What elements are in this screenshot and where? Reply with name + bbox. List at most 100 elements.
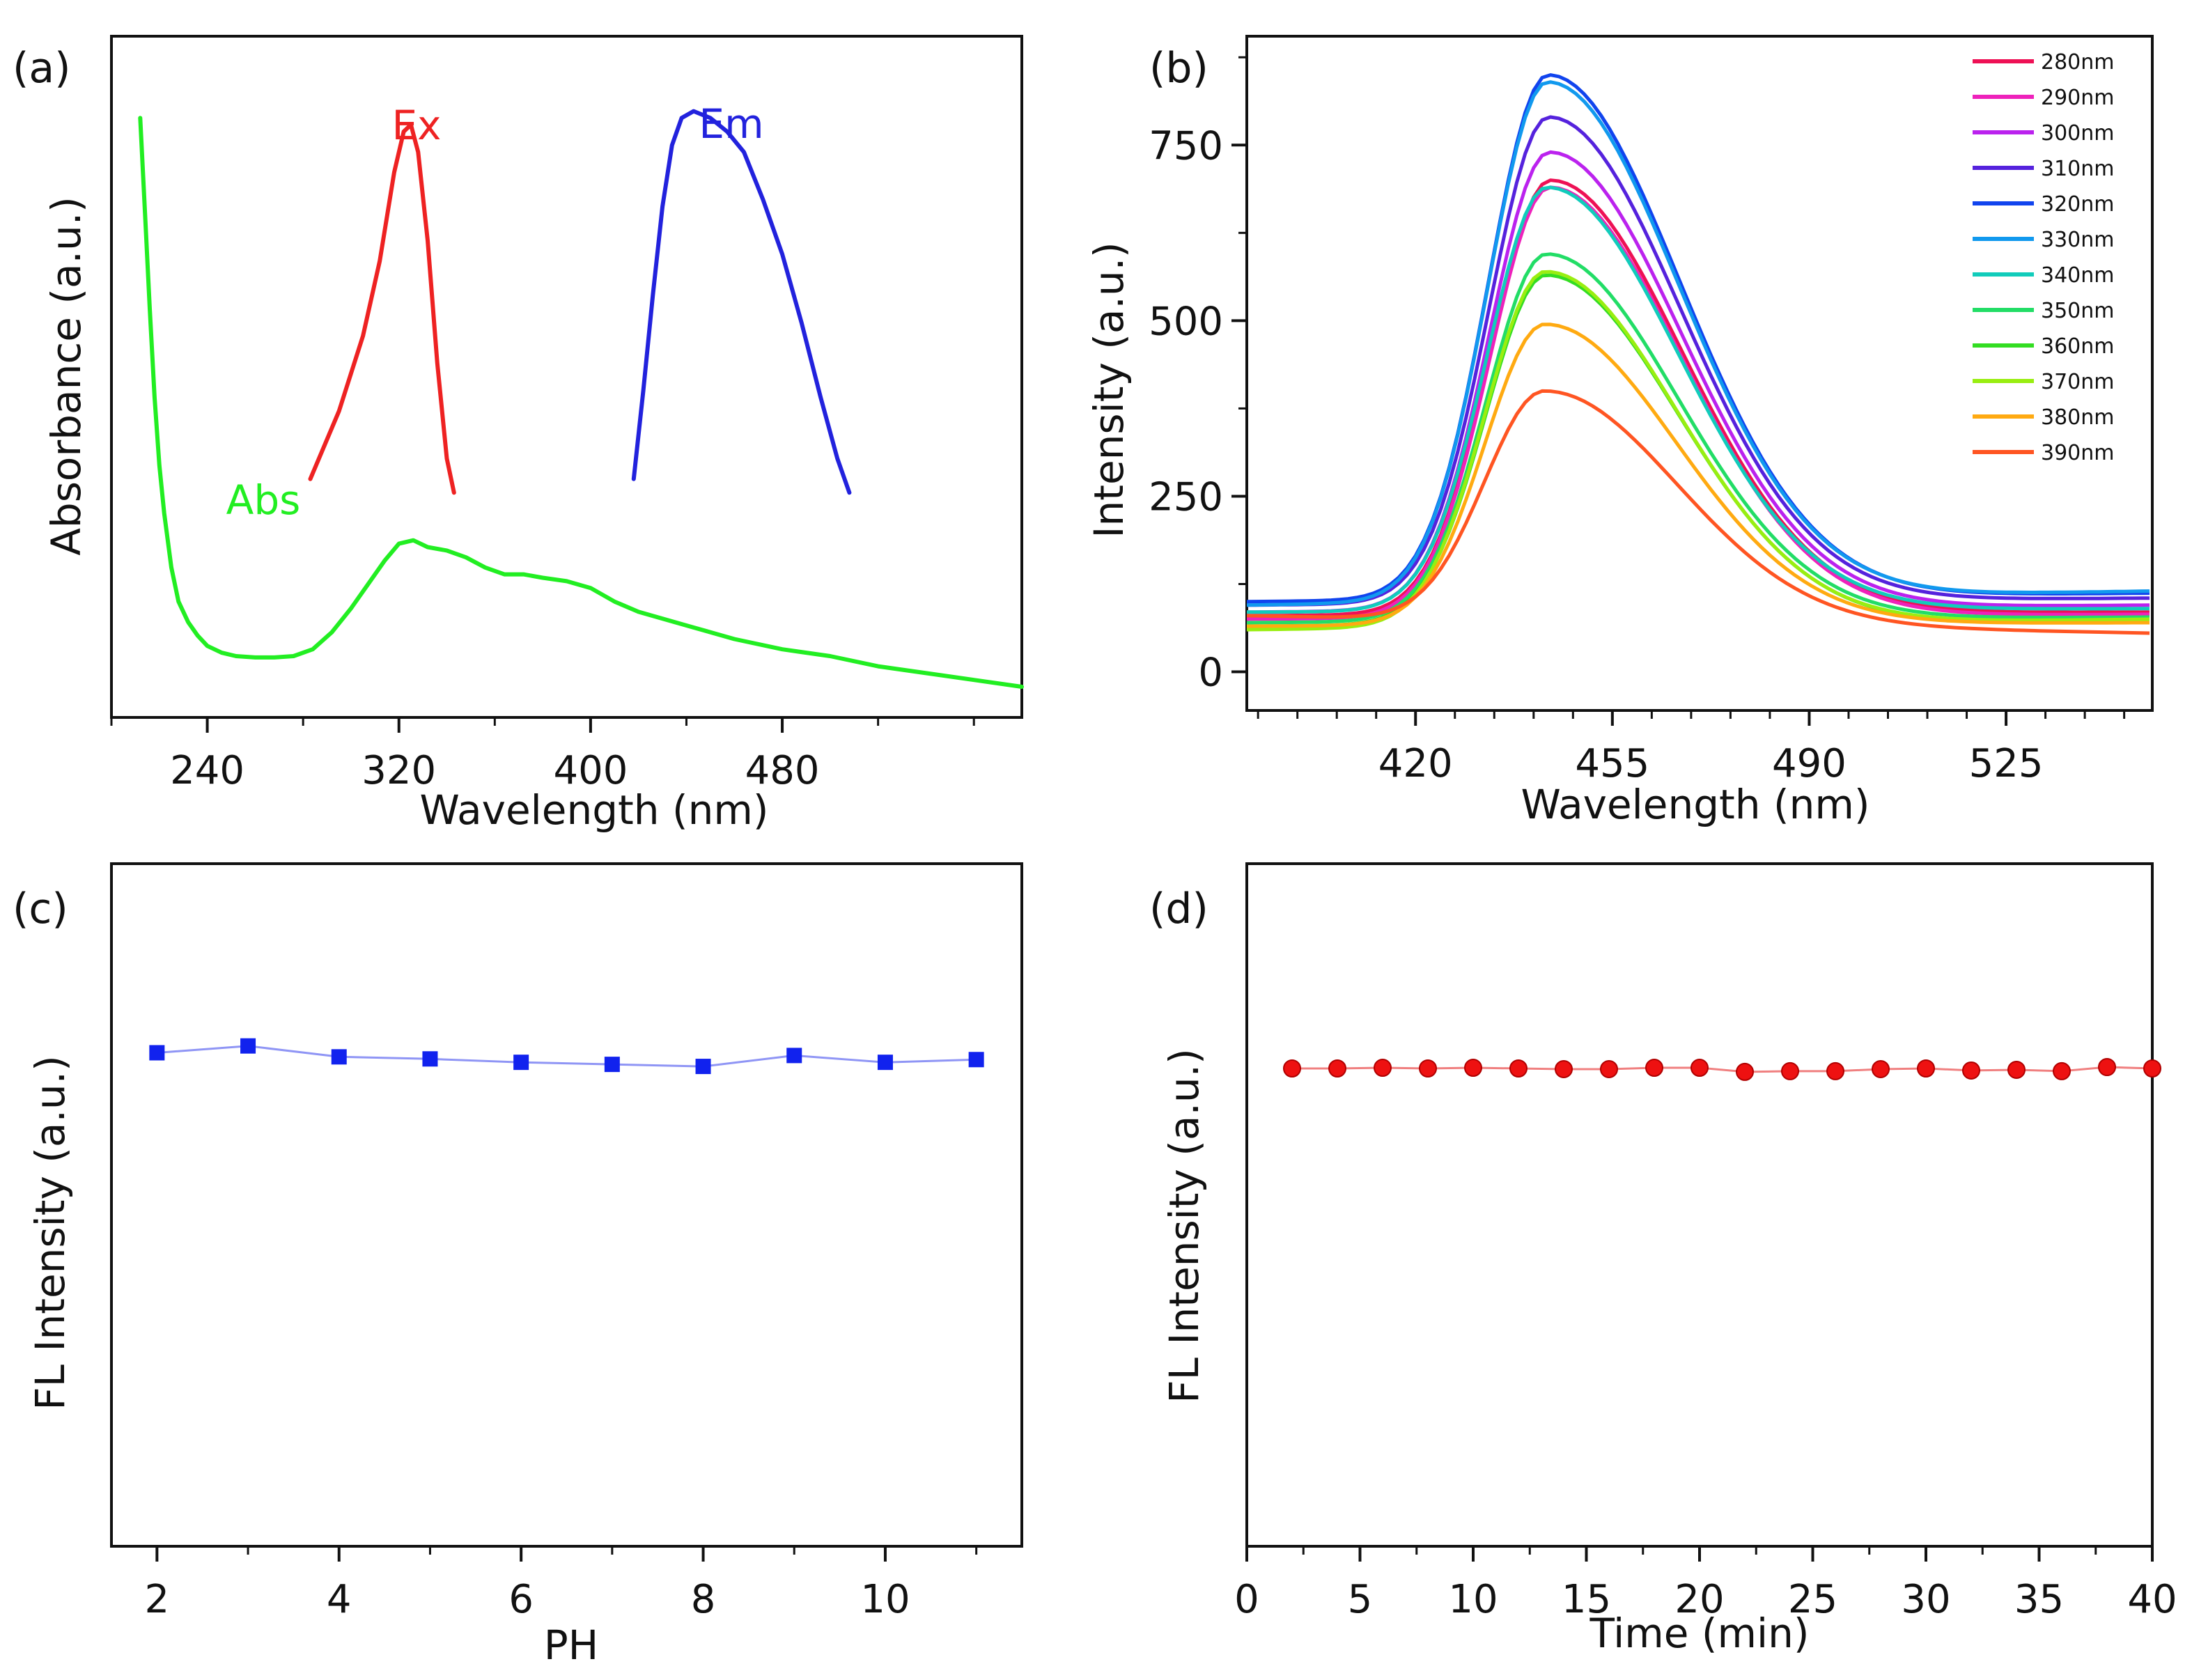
x-tick-label: 10 (860, 1577, 910, 1622)
x-tick-label: 455 (1575, 741, 1649, 786)
x-axis-title-a: Wavelength (nm) (419, 786, 768, 834)
x-tick-label: 420 (1378, 741, 1453, 786)
panel-label-b: (b) (1149, 44, 1208, 93)
series-line-ex (308, 123, 456, 495)
panel-d: (d) Time (min) FL Intensity (a.u.) 0 5 10 1… (1149, 862, 2177, 1657)
x-axis-title-c: PH (544, 1621, 599, 1669)
series-line-380nm (1246, 322, 2150, 628)
series-line-em (631, 109, 852, 495)
legend-label-330nm: 330nm (2041, 228, 2115, 252)
x-axis-title-d: Time (min) (1589, 1610, 1809, 1657)
data-point-time-10 (1464, 1059, 1482, 1078)
x-tick-label: 25 (1788, 1577, 1837, 1622)
x-tick-label: 15 (1562, 1577, 1611, 1622)
panel-a: (a) Wavelength (nm) Absorbance (a.u.) Ex… (13, 35, 1024, 834)
legend-label-370nm: 370nm (2041, 370, 2115, 394)
series-line-390nm (1246, 389, 2150, 635)
data-point-ph-11 (968, 1052, 984, 1068)
y-axis-title-c: FL Intensity (a.u.) (26, 1055, 74, 1410)
legend-label-280nm: 280nm (2041, 50, 2115, 75)
data-point-time-24 (1781, 1061, 1799, 1080)
legend-label-310nm: 310nm (2041, 157, 2115, 181)
data-point-ph-2 (149, 1045, 165, 1061)
data-point-time-36 (2053, 1061, 2071, 1080)
x-tick-label: 20 (1674, 1577, 1724, 1622)
x-tick-label: 400 (553, 748, 628, 793)
data-point-time-8 (1419, 1059, 1437, 1078)
y-axis-title-d: FL Intensity (a.u.) (1160, 1048, 1208, 1403)
y-tick-label: 0 (1198, 651, 1223, 696)
x-tick-label: 490 (1772, 741, 1847, 786)
x-tick-label: 0 (1234, 1577, 1259, 1622)
plot-frame-c (110, 862, 1023, 1548)
legend-label-340nm: 340nm (2041, 263, 2115, 288)
y-tick-label: 750 (1149, 123, 1223, 169)
x-tick-label: 10 (1448, 1577, 1498, 1622)
series-line-310nm (1247, 115, 2150, 607)
series-line-280nm (1246, 178, 2150, 618)
data-point-ph-10 (877, 1055, 893, 1071)
series-line-ph (157, 1045, 977, 1068)
data-point-time-16 (1600, 1059, 1618, 1078)
series-line-abs (138, 116, 1024, 689)
x-axis-title-b: Wavelength (nm) (1521, 781, 1870, 828)
panel-label-a: (a) (13, 44, 71, 93)
annotation-em: Em (699, 100, 763, 148)
data-point-ph-9 (786, 1048, 802, 1064)
data-point-ph-5 (422, 1051, 438, 1067)
x-tick-label: 30 (1901, 1577, 1950, 1622)
data-point-time-38 (2098, 1058, 2116, 1077)
x-tick-label: 525 (1969, 741, 2044, 786)
series-line-350nm (1246, 252, 2150, 625)
data-point-time-2 (1283, 1059, 1301, 1078)
x-tick-label: 2 (145, 1577, 170, 1622)
data-point-ph-7 (604, 1057, 620, 1073)
x-tick-label: 6 (508, 1577, 534, 1622)
data-point-time-12 (1509, 1059, 1528, 1078)
series-line-340nm (1247, 185, 2150, 614)
data-point-time-40 (2143, 1059, 2161, 1078)
data-point-ph-4 (331, 1049, 347, 1065)
panel-c: (c) PH FL Intensity (a.u.) 2 4 6 8 10 (13, 862, 1023, 1669)
legend-label-350nm: 350nm (2041, 299, 2115, 323)
data-point-time-30 (1917, 1059, 1935, 1078)
x-tick-label: 240 (170, 748, 244, 793)
data-point-time-28 (1872, 1059, 1890, 1078)
data-point-time-14 (1555, 1059, 1573, 1078)
plot-frame-a (110, 35, 1023, 719)
y-tick-label: 500 (1149, 299, 1223, 344)
data-point-ph-3 (240, 1038, 256, 1054)
legend-label-390nm: 390nm (2041, 441, 2115, 465)
legend-label-300nm: 300nm (2041, 121, 2115, 146)
x-tick-label: 4 (327, 1577, 352, 1622)
x-tick-label: 320 (362, 748, 436, 793)
data-point-time-4 (1328, 1059, 1346, 1078)
x-tick-label: 35 (2014, 1577, 2064, 1622)
x-tick-label: 40 (2127, 1577, 2177, 1622)
panel-label-d: (d) (1149, 885, 1208, 933)
panel-label-c: (c) (13, 885, 68, 933)
x-tick-label: 480 (745, 748, 820, 793)
panel-b: (b) Wavelength (nm) Intensity (a.u.) 420… (1085, 35, 2154, 828)
series-line-330nm (1246, 80, 2150, 607)
legend-label-320nm: 320nm (2041, 192, 2115, 217)
data-point-time-20 (1690, 1059, 1709, 1078)
y-axis-title-b: Intensity (a.u.) (1085, 242, 1133, 538)
data-point-time-18 (1645, 1059, 1663, 1078)
legend-label-360nm: 360nm (2041, 334, 2115, 359)
data-point-time-22 (1736, 1062, 1754, 1081)
data-point-time-26 (1826, 1061, 1844, 1080)
data-point-time-32 (1962, 1061, 1980, 1080)
data-point-ph-6 (513, 1055, 529, 1071)
annotation-abs: Abs (226, 476, 301, 524)
data-point-time-6 (1374, 1059, 1392, 1078)
legend-label-380nm: 380nm (2041, 405, 2115, 430)
x-tick-label: 5 (1348, 1577, 1373, 1622)
data-point-ph-8 (695, 1059, 711, 1075)
x-tick-label: 8 (691, 1577, 716, 1622)
y-axis-title-a: Absorbance (a.u.) (42, 196, 90, 556)
data-point-time-34 (2007, 1060, 2026, 1079)
legend-label-290nm: 290nm (2041, 86, 2115, 110)
